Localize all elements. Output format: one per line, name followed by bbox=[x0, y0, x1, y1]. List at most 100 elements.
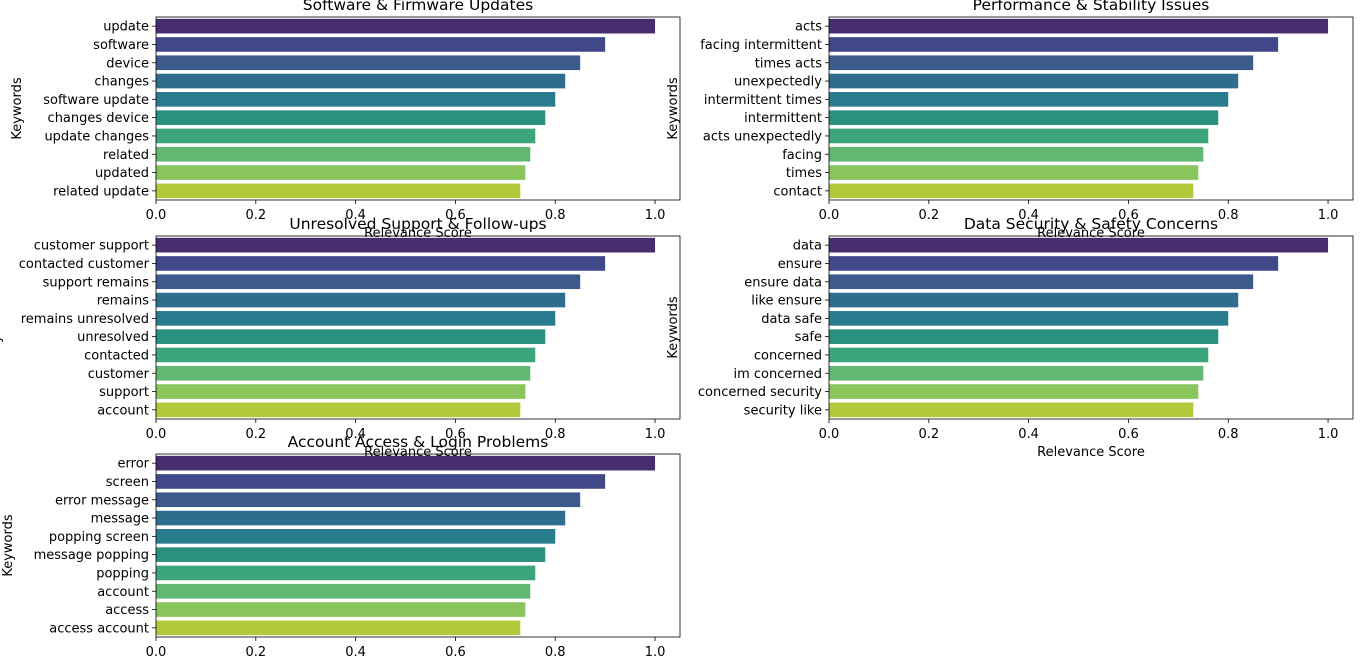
category-label: popping bbox=[96, 566, 149, 581]
category-label: message popping bbox=[34, 548, 149, 563]
category-label: times acts bbox=[755, 56, 822, 71]
y-axis-label: Keywords bbox=[0, 296, 4, 359]
subplot-3: customer support contacted customer suppor… bbox=[0, 215, 681, 460]
category-label: update bbox=[103, 20, 149, 35]
x-tick-label: 0.6 bbox=[445, 208, 466, 223]
category-label: like ensure bbox=[751, 294, 822, 309]
category-label: contacted customer bbox=[19, 257, 150, 272]
category-label: screen bbox=[106, 475, 149, 490]
subplot-2: acts facing intermittent times acts unexpec… bbox=[666, 0, 1354, 241]
category-label: facing bbox=[782, 148, 822, 163]
bar bbox=[829, 365, 1204, 381]
category-label: times bbox=[786, 166, 822, 181]
x-tick-label: 0.8 bbox=[545, 208, 566, 223]
category-label: popping screen bbox=[49, 530, 149, 545]
bar bbox=[829, 347, 1209, 363]
x-tick-label: 0.8 bbox=[545, 427, 566, 442]
category-label: unresolved bbox=[77, 330, 149, 345]
bar bbox=[156, 492, 581, 508]
category-label: intermittent bbox=[744, 111, 822, 126]
x-tick-label: 0.0 bbox=[146, 208, 167, 223]
bar bbox=[156, 365, 531, 381]
category-label: unexpectedly bbox=[734, 75, 822, 90]
bar bbox=[156, 37, 606, 52]
category-label: changes bbox=[94, 75, 149, 90]
category-label: message bbox=[91, 512, 149, 527]
x-tick-label: 0.6 bbox=[1118, 427, 1139, 442]
x-tick-label: 0.4 bbox=[345, 645, 366, 660]
x-tick-label: 0.4 bbox=[1018, 208, 1039, 223]
bar bbox=[156, 292, 566, 308]
x-tick-label: 0.4 bbox=[1018, 427, 1039, 442]
bar bbox=[829, 37, 1279, 52]
bar bbox=[829, 92, 1229, 107]
axes-frame bbox=[155, 16, 681, 201]
bar bbox=[156, 92, 556, 107]
category-label: customer support bbox=[34, 239, 149, 254]
bar bbox=[156, 256, 606, 271]
bar bbox=[829, 73, 1239, 89]
category-label: ensure bbox=[778, 257, 822, 272]
y-axis-label: Keywords bbox=[1, 514, 16, 577]
x-axis-label: Relevance Score bbox=[1037, 445, 1145, 460]
y-axis-label: Keywords bbox=[666, 77, 681, 140]
category-label: acts unexpectedly bbox=[703, 129, 822, 144]
x-tick-label: 0.4 bbox=[345, 427, 366, 442]
category-label: related bbox=[103, 148, 149, 163]
bar bbox=[156, 146, 531, 162]
subplot-4: data ensure ensure data like ensure data saf… bbox=[666, 215, 1354, 460]
category-label: error message bbox=[55, 493, 149, 508]
bar bbox=[156, 547, 546, 562]
bar bbox=[156, 384, 526, 399]
category-label: contacted bbox=[84, 348, 149, 363]
category-label: customer bbox=[88, 367, 150, 382]
bar bbox=[156, 274, 581, 290]
x-tick-label: 0.2 bbox=[245, 208, 266, 223]
x-tick-label: 0.0 bbox=[819, 208, 840, 223]
category-label: device bbox=[106, 56, 149, 71]
bar bbox=[829, 292, 1239, 308]
x-tick-label: 1.0 bbox=[1318, 427, 1339, 442]
x-tick-label: 0.2 bbox=[918, 427, 939, 442]
subplot-title: Software & Firmware Updates bbox=[303, 0, 533, 14]
category-label: account bbox=[97, 403, 149, 418]
bar bbox=[156, 402, 521, 418]
bar bbox=[156, 583, 531, 599]
x-tick-label: 0.2 bbox=[245, 427, 266, 442]
bar bbox=[829, 55, 1254, 71]
bar bbox=[156, 311, 556, 326]
bar bbox=[156, 602, 526, 617]
x-tick-label: 1.0 bbox=[645, 645, 666, 660]
subplot-title: Data Security & Safety Concerns bbox=[964, 215, 1218, 233]
bar bbox=[829, 329, 1219, 344]
category-label: ensure data bbox=[744, 275, 822, 290]
category-label: remains unresolved bbox=[21, 312, 149, 327]
axes-frame bbox=[155, 453, 681, 638]
x-tick-label: 0.6 bbox=[445, 427, 466, 442]
axes-frame bbox=[828, 16, 1354, 201]
category-label: concerned bbox=[754, 348, 822, 363]
category-label: error bbox=[118, 457, 150, 472]
bar bbox=[829, 18, 1329, 34]
category-label: contact bbox=[773, 184, 822, 199]
category-label: data safe bbox=[761, 312, 822, 327]
category-label: software update bbox=[43, 93, 149, 108]
bar bbox=[156, 474, 606, 489]
subplot-1: update software device changes software upda… bbox=[10, 0, 681, 241]
bar bbox=[829, 146, 1204, 162]
x-tick-label: 1.0 bbox=[645, 427, 666, 442]
subplot-5: error screen error message message popping s… bbox=[1, 433, 681, 660]
y-axis-label: Keywords bbox=[666, 296, 681, 359]
x-tick-label: 0.0 bbox=[146, 427, 167, 442]
bar bbox=[829, 165, 1199, 180]
x-tick-label: 0.8 bbox=[1218, 427, 1239, 442]
x-tick-label: 0.2 bbox=[918, 208, 939, 223]
x-axis-label: Relevance Score bbox=[364, 226, 472, 241]
bar bbox=[156, 110, 546, 125]
category-label: support bbox=[99, 385, 149, 400]
category-label: facing intermittent bbox=[700, 38, 822, 53]
x-tick-label: 0.8 bbox=[1218, 208, 1239, 223]
y-axis-label: Keywords bbox=[10, 77, 25, 140]
category-label: safe bbox=[795, 330, 822, 345]
subplot-title: Account Access & Login Problems bbox=[288, 433, 549, 451]
